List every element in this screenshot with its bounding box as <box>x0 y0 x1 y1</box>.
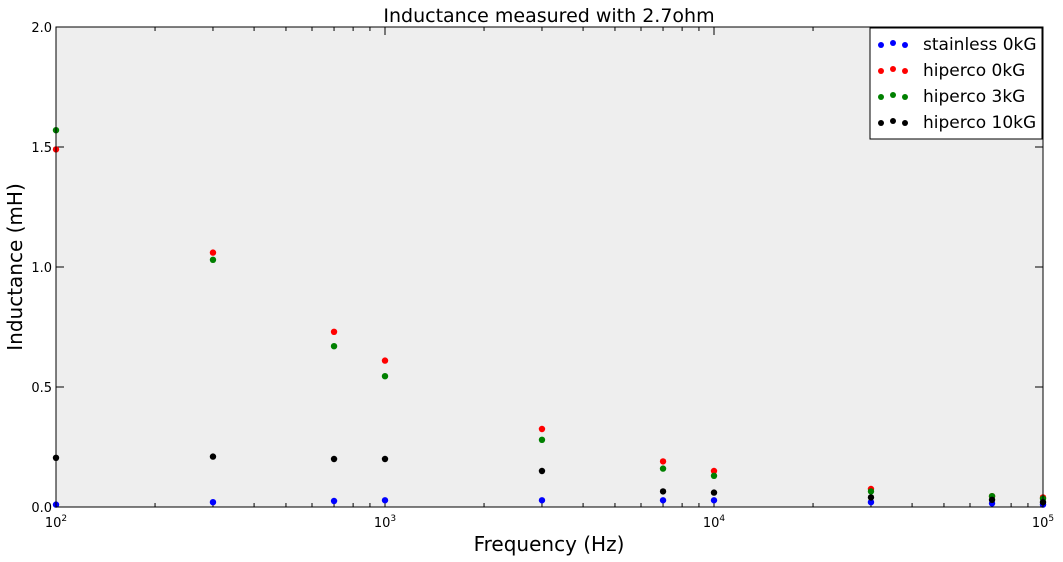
legend-marker-stainless-0kg <box>902 42 908 48</box>
point-hiperco-3kg <box>710 472 718 479</box>
point-stainless-0kg <box>330 497 338 505</box>
legend-label: hiperco 10kG <box>923 113 1036 133</box>
x-axis-label: Frequency (Hz) <box>474 532 625 556</box>
legend-marker-hiperco-0kg <box>890 66 896 72</box>
legend-marker-hiperco-0kg <box>878 68 884 74</box>
point-stainless-0kg <box>209 499 217 506</box>
y-axis-label: Inductance (mH) <box>3 183 27 351</box>
x-tick-label: 102 <box>45 514 67 531</box>
point-hiperco-10kg <box>659 488 667 495</box>
legend-label: hiperco 3kG <box>923 87 1025 107</box>
point-hiperco-10kg <box>988 496 996 503</box>
point-stainless-0kg <box>867 499 875 506</box>
point-hiperco-3kg <box>209 256 217 263</box>
point-hiperco-10kg <box>330 455 338 463</box>
x-tick-label: 104 <box>703 514 726 531</box>
point-hiperco-10kg <box>209 453 217 460</box>
legend-marker-stainless-0kg <box>878 42 884 48</box>
point-hiperco-0kg <box>538 425 546 433</box>
point-hiperco-10kg <box>538 467 546 475</box>
y-tick-label: 2.0 <box>31 21 52 36</box>
legend-marker-stainless-0kg <box>890 40 896 46</box>
legend-marker-hiperco-0kg <box>902 68 908 74</box>
point-stainless-0kg <box>381 497 389 504</box>
point-hiperco-3kg <box>538 436 546 443</box>
legend: stainless 0kG hiperco 0kG hiperco 3kG hiper… <box>869 27 1043 140</box>
y-tick-label: 0.0 <box>31 501 52 516</box>
point-stainless-0kg <box>538 497 546 504</box>
y-tick-label: 0.5 <box>31 381 52 396</box>
legend-marker-hiperco-3kg <box>878 94 884 100</box>
point-hiperco-3kg <box>659 465 667 472</box>
legend-marker-hiperco-10kg <box>878 120 884 126</box>
legend-label: stainless 0kG <box>923 35 1037 55</box>
x-tick-label: 103 <box>374 514 396 531</box>
point-hiperco-3kg <box>381 373 389 380</box>
legend-marker-hiperco-10kg <box>902 120 908 126</box>
point-stainless-0kg <box>659 497 667 504</box>
point-hiperco-0kg <box>330 328 338 335</box>
legend-label: hiperco 0kG <box>923 61 1025 81</box>
point-hiperco-10kg <box>867 494 875 501</box>
point-hiperco-0kg <box>209 249 217 256</box>
legend-marker-hiperco-3kg <box>890 92 896 98</box>
point-hiperco-3kg <box>867 488 875 495</box>
legend-box <box>869 27 1043 140</box>
legend-marker-hiperco-3kg <box>902 94 908 100</box>
legend-marker-hiperco-10kg <box>890 118 896 124</box>
y-tick-label: 1.0 <box>31 261 52 276</box>
y-tick-label: 1.5 <box>31 141 52 156</box>
chart-title: Inductance measured with 2.7ohm <box>383 5 714 27</box>
data-points <box>52 127 1047 508</box>
point-hiperco-10kg <box>381 455 389 463</box>
point-hiperco-0kg <box>710 467 718 475</box>
point-hiperco-3kg <box>330 343 338 350</box>
plot-frame <box>55 26 1044 508</box>
point-hiperco-10kg <box>710 489 718 496</box>
point-stainless-0kg <box>710 497 718 504</box>
x-tick-label: 105 <box>1032 514 1054 531</box>
point-hiperco-0kg <box>659 458 667 465</box>
point-hiperco-0kg <box>381 357 389 364</box>
